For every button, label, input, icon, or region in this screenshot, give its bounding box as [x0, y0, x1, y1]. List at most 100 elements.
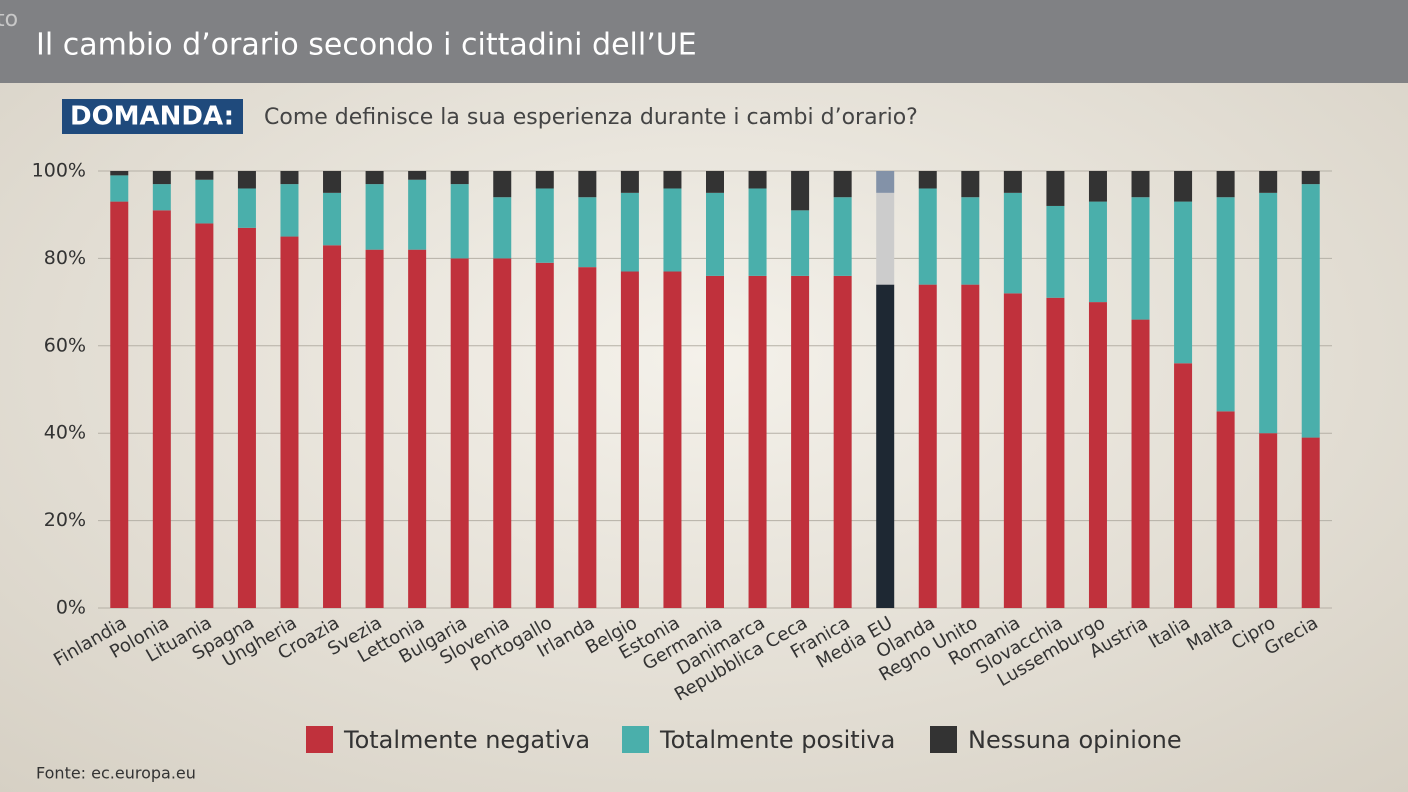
bar-segment	[237, 188, 256, 228]
y-tick-label: 80%	[44, 247, 86, 269]
bar-segment	[833, 275, 852, 608]
bar-segment	[620, 271, 639, 608]
bar-segment	[620, 171, 639, 193]
bar-segment	[706, 192, 724, 276]
question-label: DOMANDA:	[70, 102, 234, 132]
bar-segment	[1216, 171, 1235, 198]
bar-segment	[1088, 201, 1107, 303]
bar-segment	[1088, 171, 1107, 202]
bar-segment	[365, 184, 384, 250]
bar-segment	[408, 179, 427, 250]
bar-segment	[1131, 171, 1150, 198]
legend-label: Nessuna opinione	[968, 726, 1182, 754]
bar-segment	[1259, 171, 1278, 193]
bar-segment	[110, 175, 129, 202]
bar-segment	[493, 258, 512, 608]
bar-segment	[323, 171, 342, 193]
bar-segment	[748, 171, 767, 189]
bar-segment	[1131, 197, 1150, 320]
bar-segment	[961, 197, 980, 285]
bar-segment	[706, 171, 724, 193]
bar-segment	[280, 236, 299, 609]
y-tick-label: 60%	[44, 334, 86, 356]
bar-segment	[876, 192, 895, 285]
bar-segment	[152, 171, 171, 185]
bar-segment	[876, 171, 895, 193]
bar-segment	[1046, 171, 1065, 206]
bar-segment	[663, 171, 682, 189]
bar-segment	[833, 197, 852, 276]
bar-segment	[152, 210, 171, 608]
bar-segment	[1046, 297, 1065, 608]
bar-segment	[918, 188, 937, 285]
bar-segment	[663, 271, 682, 608]
legend-label: Totalmente positiva	[659, 726, 895, 754]
bar-segment	[1301, 437, 1320, 608]
bar-segment	[961, 284, 980, 608]
bar-segment	[578, 197, 597, 268]
bar-segment	[833, 171, 852, 198]
bar-segment	[365, 249, 384, 608]
bar-segment	[110, 201, 129, 608]
bar-segment	[663, 188, 682, 272]
bar-segment	[195, 171, 214, 180]
bar-segment	[237, 227, 256, 608]
bar-segment	[961, 171, 980, 198]
bar-segment	[748, 188, 767, 276]
bar-segment	[1003, 192, 1022, 294]
bar-segment	[1301, 184, 1320, 438]
legend-swatch	[930, 726, 957, 753]
corner-text: to	[0, 7, 18, 32]
legend-label: Totalmente negativa	[343, 726, 590, 754]
legend-swatch	[622, 726, 649, 753]
bar-segment	[152, 184, 171, 211]
bar-segment	[620, 192, 639, 272]
bar-segment	[408, 249, 427, 608]
bar-segment	[110, 171, 129, 176]
bar-segment	[280, 171, 299, 185]
bar-segment	[748, 275, 767, 608]
bar-segment	[1174, 363, 1193, 608]
bar-segment	[535, 171, 554, 189]
bar-segment	[535, 262, 554, 608]
bar-segment	[1174, 171, 1193, 202]
bar-segment	[323, 192, 342, 246]
bar-segment	[918, 171, 937, 189]
bar-segment	[876, 284, 895, 608]
bar-segment	[535, 188, 554, 263]
bar-segment	[195, 179, 214, 224]
bar-segment	[706, 275, 724, 608]
bar-segment	[1174, 201, 1193, 364]
bar-segment	[237, 171, 256, 189]
bar-segment	[791, 275, 810, 608]
bar-segment	[1259, 192, 1278, 434]
bar-segment	[450, 184, 469, 259]
bar-segment	[1216, 411, 1235, 608]
bar-segment	[791, 171, 810, 211]
bar-segment	[450, 258, 469, 608]
bar-segment	[408, 171, 427, 180]
question-box	[62, 99, 243, 134]
bar-segment	[1046, 205, 1065, 298]
bar-segment	[1131, 319, 1150, 608]
bar-segment	[791, 210, 810, 276]
bar-segment	[1259, 433, 1278, 608]
bar-segment	[1003, 171, 1022, 193]
bar-segment	[493, 197, 512, 259]
bar-segment	[323, 245, 342, 609]
header-band	[0, 0, 1408, 83]
y-tick-label: 40%	[44, 422, 86, 444]
bar-segment	[578, 171, 597, 198]
chart-title: Il cambio d’orario secondo i cittadini d…	[36, 28, 697, 63]
source: Fonte: ec.europa.eu	[36, 764, 196, 783]
bar-segment	[578, 267, 597, 608]
bar-segment	[365, 171, 384, 185]
y-tick-label: 20%	[44, 509, 86, 531]
y-tick-label: 100%	[32, 160, 86, 182]
bar-segment	[493, 171, 512, 198]
y-tick-label: 0%	[56, 597, 86, 619]
bar-segment	[1088, 302, 1107, 608]
bar-segment	[1301, 171, 1320, 185]
